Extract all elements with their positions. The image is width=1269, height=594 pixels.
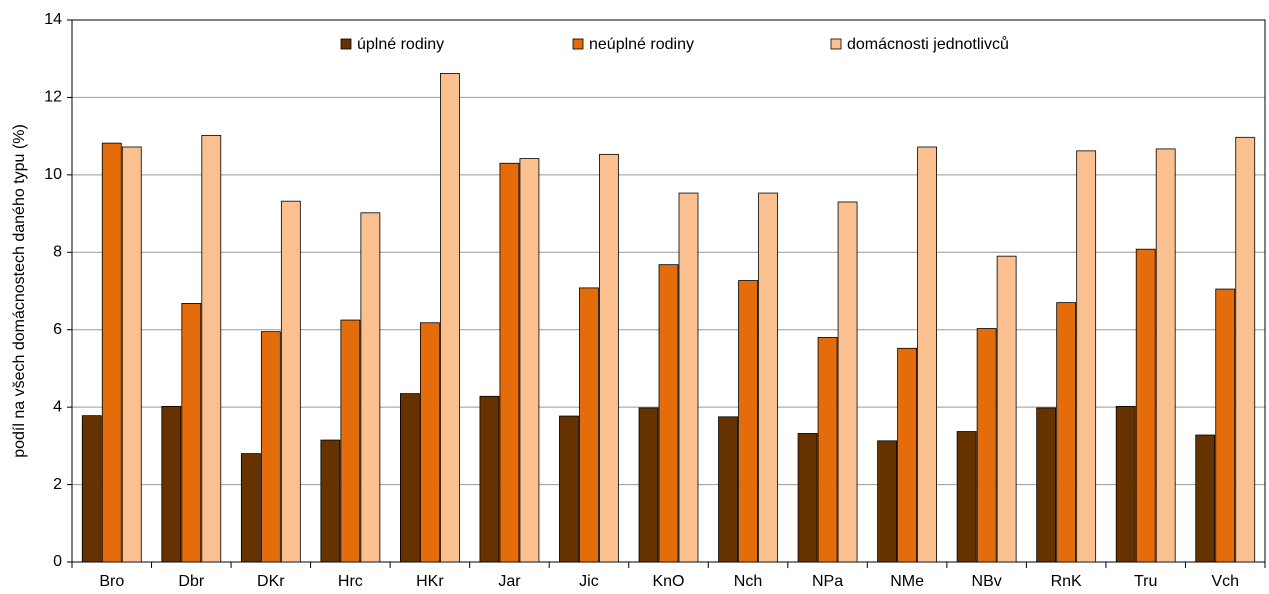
bar xyxy=(320,439,341,563)
bar xyxy=(1155,148,1176,563)
bar xyxy=(996,255,1017,563)
legend-swatch xyxy=(830,38,842,50)
y-tick-label: 0 xyxy=(53,553,62,570)
bar xyxy=(797,433,818,563)
bar xyxy=(340,319,361,563)
x-tick-label: Dbr xyxy=(178,573,204,590)
bar xyxy=(738,280,758,563)
bar xyxy=(1235,136,1256,563)
x-tick-label: RnK xyxy=(1051,573,1082,590)
bar xyxy=(897,347,917,563)
bar xyxy=(817,337,838,563)
y-axis-label: podíl na všech domácnostech daného typu … xyxy=(11,124,28,458)
bar xyxy=(718,416,738,563)
bar xyxy=(1076,150,1097,563)
bar xyxy=(1115,405,1136,563)
bar xyxy=(280,200,301,563)
bar xyxy=(559,415,579,563)
legend-swatch xyxy=(340,38,352,50)
bar xyxy=(121,146,142,563)
legend-label: domácnosti jednotlivců xyxy=(847,35,1009,53)
bar xyxy=(201,134,222,563)
bar xyxy=(260,331,281,563)
bar xyxy=(638,407,659,563)
bar xyxy=(579,287,599,563)
x-tick-label: KnO xyxy=(652,573,684,590)
x-tick-label: Bro xyxy=(99,573,124,590)
bar xyxy=(658,264,679,563)
bar xyxy=(599,153,619,563)
bar xyxy=(956,431,977,563)
bar xyxy=(519,158,540,563)
bar xyxy=(479,395,500,563)
y-tick-label: 4 xyxy=(53,398,62,415)
x-tick-label: Tru xyxy=(1134,573,1157,590)
bar xyxy=(240,453,261,563)
bar xyxy=(877,440,897,563)
x-tick-label: Nch xyxy=(734,573,762,590)
y-tick-label: 6 xyxy=(53,321,62,338)
x-tick-label: NPa xyxy=(812,573,843,590)
bar xyxy=(439,73,460,563)
x-tick-label: NMe xyxy=(890,573,924,590)
x-tick-label: Hrc xyxy=(338,573,363,590)
x-tick-label: Jar xyxy=(498,573,521,590)
legend-label: úplné rodiny xyxy=(357,36,444,53)
y-tick-label: 12 xyxy=(44,89,62,106)
bar xyxy=(360,212,381,563)
x-tick-label: Jic xyxy=(579,573,599,590)
y-tick-label: 8 xyxy=(53,244,62,261)
y-tick-label: 14 xyxy=(44,11,62,28)
bar xyxy=(499,162,520,563)
legend-swatch xyxy=(572,38,584,50)
bar xyxy=(161,405,182,563)
y-tick-label: 2 xyxy=(53,476,62,493)
x-tick-label: Vch xyxy=(1211,573,1239,590)
bar xyxy=(1056,302,1077,563)
x-tick-label: NBv xyxy=(972,573,1002,590)
bar xyxy=(181,302,202,563)
bar xyxy=(976,328,997,563)
bar xyxy=(419,322,440,563)
bar xyxy=(1195,434,1216,563)
bar xyxy=(917,146,937,563)
bar xyxy=(399,393,420,563)
bar xyxy=(837,201,858,563)
bar xyxy=(678,192,699,563)
bar xyxy=(101,142,122,563)
bar xyxy=(81,415,102,563)
bar xyxy=(1135,248,1156,563)
bar xyxy=(1036,407,1057,563)
x-tick-label: DKr xyxy=(257,573,285,590)
legend-label: neúplné rodiny xyxy=(589,36,694,53)
x-tick-label: HKr xyxy=(416,573,444,590)
bar xyxy=(1215,288,1236,563)
y-tick-label: 10 xyxy=(44,166,62,183)
bar xyxy=(758,192,778,563)
